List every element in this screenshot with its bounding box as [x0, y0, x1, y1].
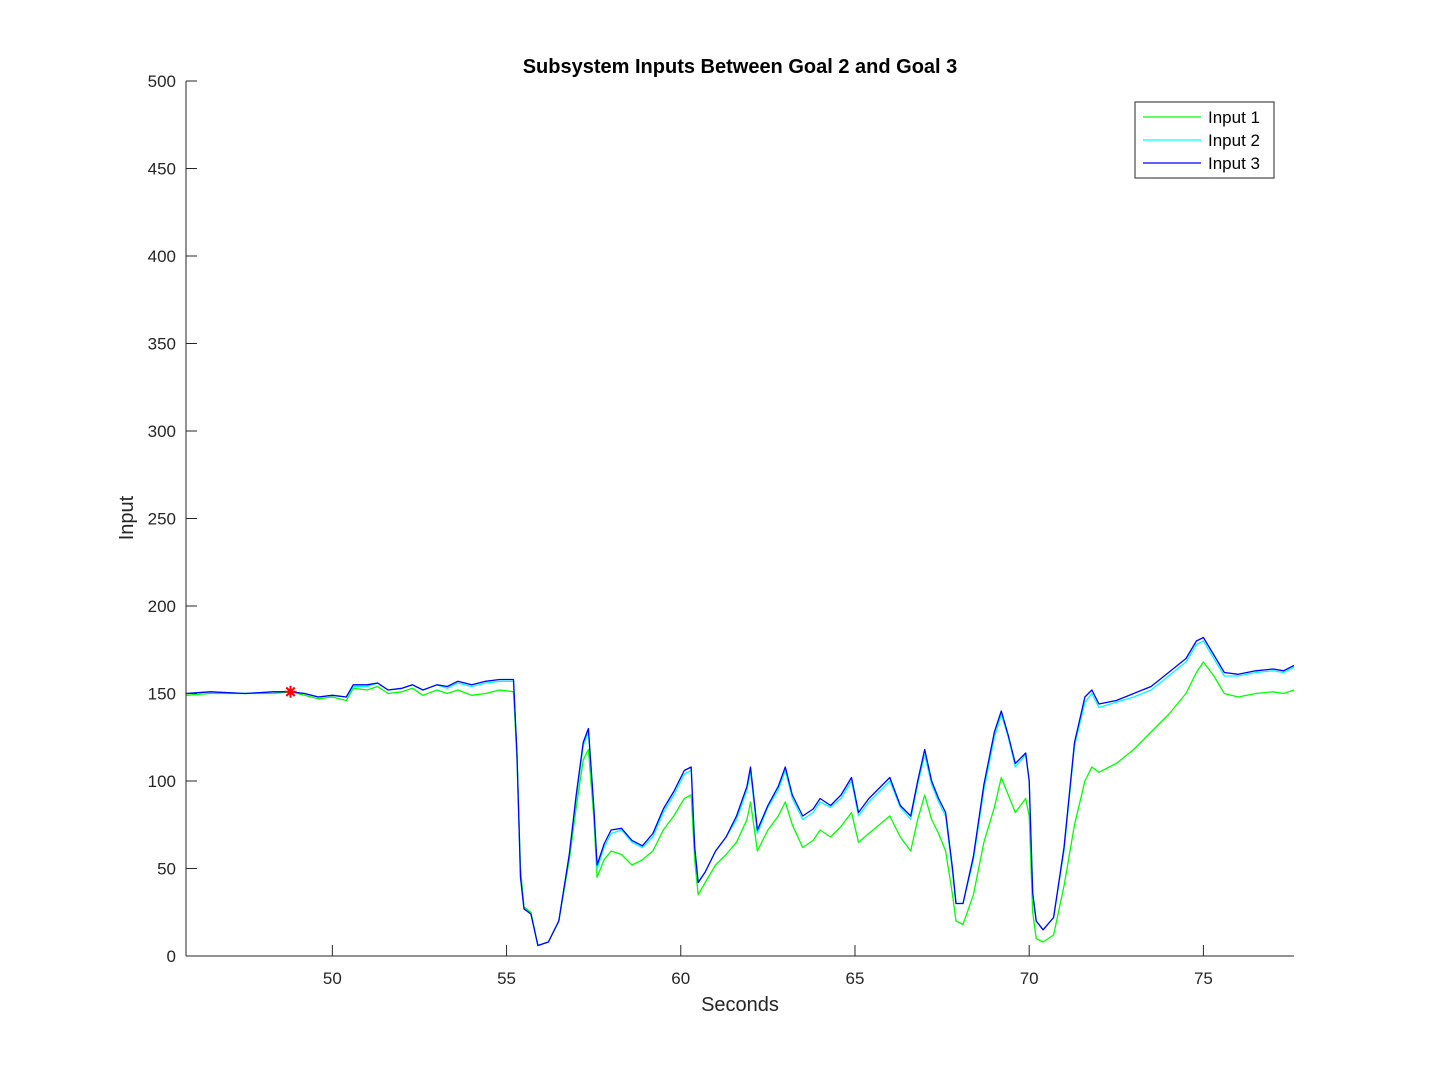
x-axis-label: Seconds: [701, 994, 779, 1016]
x-axis-ticks: 50 55 60 65 70 75: [323, 945, 1213, 988]
x-tick-label: 60: [671, 969, 690, 988]
y-tick-label: 250: [148, 510, 176, 529]
y-tick-label: 150: [148, 685, 176, 704]
series-layer: [185, 636, 1295, 947]
series-line-input-3: [185, 636, 1295, 947]
x-tick-label: 65: [846, 969, 865, 988]
legend-label-input-3: Input 3: [1208, 154, 1260, 173]
y-tick-label: 0: [167, 947, 176, 966]
legend-label-input-1: Input 1: [1208, 108, 1260, 127]
x-tick-label: 50: [323, 969, 342, 988]
series-line-input-1: [185, 661, 1295, 947]
legend-label-input-2: Input 2: [1208, 131, 1260, 150]
y-tick-label: 300: [148, 422, 176, 441]
x-tick-label: 70: [1020, 969, 1039, 988]
y-tick-label: 200: [148, 597, 176, 616]
y-tick-label: 400: [148, 247, 176, 266]
y-tick-label: 100: [148, 772, 176, 791]
asterisk-marker: [284, 685, 297, 698]
legend: Input 1 Input 2 Input 3: [1134, 101, 1275, 179]
y-tick-label: 450: [148, 160, 176, 179]
y-axis-ticks: 0 50 100 150 200 250 300 350 400 450 500: [148, 72, 197, 966]
legend-items: Input 1 Input 2 Input 3: [1143, 108, 1260, 173]
x-tick-label: 75: [1194, 969, 1213, 988]
y-tick-label: 50: [157, 860, 176, 879]
chart-title: Subsystem Inputs Between Goal 2 and Goal…: [523, 56, 958, 78]
y-tick-label: 350: [148, 335, 176, 354]
marker-layer: [284, 685, 297, 698]
plot-area: [186, 81, 1294, 956]
x-tick-label: 55: [497, 969, 516, 988]
y-axis-label: Input: [116, 495, 138, 540]
y-tick-label: 500: [148, 72, 176, 91]
